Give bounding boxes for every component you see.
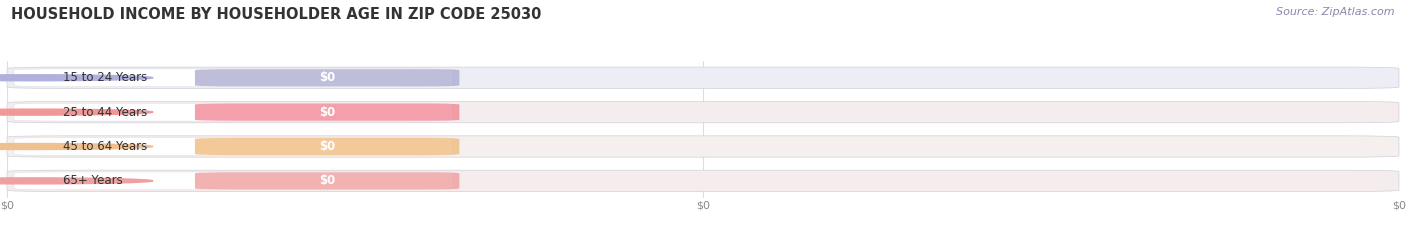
- FancyBboxPatch shape: [195, 138, 460, 155]
- FancyBboxPatch shape: [195, 69, 460, 86]
- FancyBboxPatch shape: [14, 103, 453, 121]
- FancyBboxPatch shape: [7, 170, 1399, 192]
- Text: $0: $0: [319, 106, 335, 119]
- Circle shape: [0, 75, 153, 81]
- Text: $0: $0: [319, 140, 335, 153]
- Circle shape: [0, 178, 153, 184]
- FancyBboxPatch shape: [7, 136, 1399, 157]
- Text: HOUSEHOLD INCOME BY HOUSEHOLDER AGE IN ZIP CODE 25030: HOUSEHOLD INCOME BY HOUSEHOLDER AGE IN Z…: [11, 7, 541, 22]
- FancyBboxPatch shape: [195, 103, 460, 121]
- FancyBboxPatch shape: [7, 102, 1399, 123]
- Text: 65+ Years: 65+ Years: [63, 174, 122, 187]
- FancyBboxPatch shape: [7, 67, 1399, 88]
- Text: $0: $0: [319, 71, 335, 84]
- FancyBboxPatch shape: [14, 69, 453, 87]
- Text: 45 to 64 Years: 45 to 64 Years: [63, 140, 148, 153]
- Text: 25 to 44 Years: 25 to 44 Years: [63, 106, 148, 119]
- FancyBboxPatch shape: [14, 137, 453, 155]
- Text: Source: ZipAtlas.com: Source: ZipAtlas.com: [1277, 7, 1395, 17]
- Text: 15 to 24 Years: 15 to 24 Years: [63, 71, 148, 84]
- FancyBboxPatch shape: [14, 172, 453, 190]
- Text: $0: $0: [319, 174, 335, 187]
- Circle shape: [0, 109, 153, 115]
- Circle shape: [0, 144, 153, 150]
- FancyBboxPatch shape: [195, 172, 460, 189]
